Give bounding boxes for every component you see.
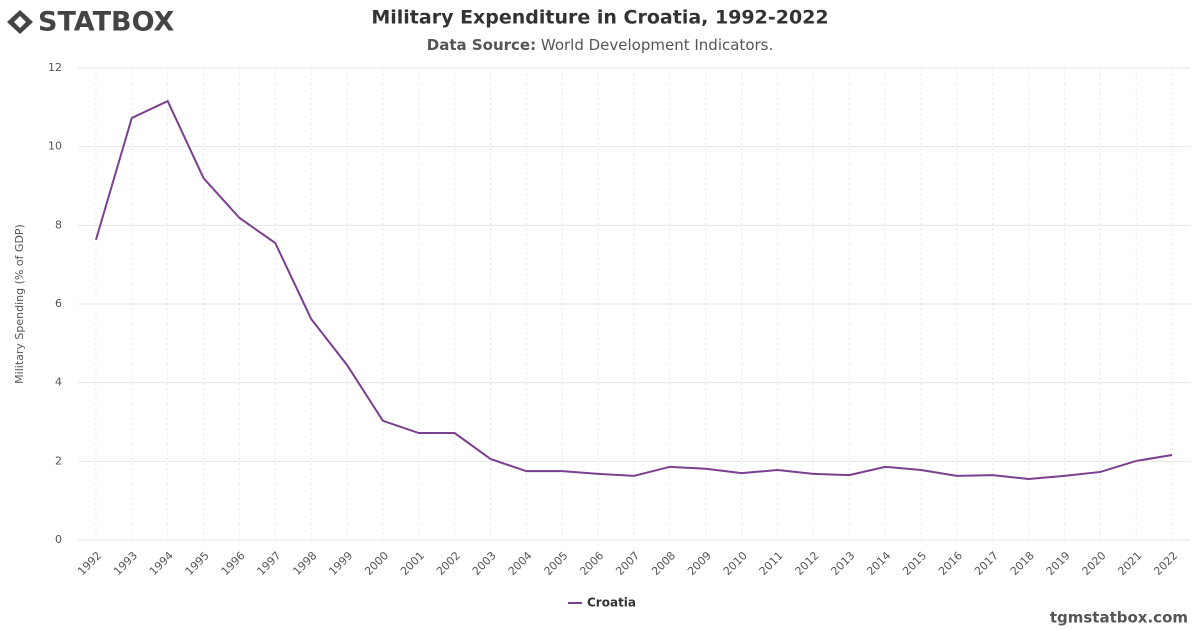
y-tick-label: 6 <box>55 297 62 310</box>
x-tick-label: 2013 <box>828 549 857 578</box>
x-tick-label: 2011 <box>757 549 786 578</box>
x-tick-label: 2010 <box>721 549 750 578</box>
chart-title: Military Expenditure in Croatia, 1992-20… <box>371 7 828 29</box>
x-tick-label: 2018 <box>1008 549 1037 578</box>
x-tick-label: 2004 <box>506 549 535 578</box>
x-tick-label: 1993 <box>111 549 140 578</box>
x-tick-label: 2019 <box>1044 549 1073 578</box>
x-tick-label: 2015 <box>900 549 929 578</box>
x-tick-label: 2012 <box>793 549 822 578</box>
chart-subtitle: Data Source: World Development Indicator… <box>427 36 774 54</box>
x-tick-label: 2014 <box>864 549 893 578</box>
x-tick-label: 2006 <box>577 549 606 578</box>
x-tick-label: 2020 <box>1080 549 1109 578</box>
x-tick-label: 2001 <box>398 549 427 578</box>
y-axis-label: Military Spending (% of GDP) <box>13 224 26 384</box>
subtitle-text: World Development Indicators. <box>541 36 773 54</box>
x-tick-label: 1998 <box>290 549 319 578</box>
x-tick-label: 1992 <box>75 549 104 578</box>
footer: tgmstatbox.com <box>1050 609 1188 627</box>
x-tick-label: 2022 <box>1151 549 1180 578</box>
line-series <box>94 99 1173 481</box>
x-tick-label: 1995 <box>183 549 212 578</box>
x-tick-label: 2007 <box>613 549 642 578</box>
logo: STATBOX <box>7 7 175 38</box>
x-tick-label: 2021 <box>1115 549 1144 578</box>
y-tick-label: 4 <box>55 376 62 389</box>
y-tick-label: 10 <box>48 140 62 153</box>
x-tick-label: 1999 <box>326 549 355 578</box>
x-tick-label: 2000 <box>362 549 391 578</box>
x-tick-label: 1996 <box>219 549 248 578</box>
x-tick-label: 2016 <box>936 549 965 578</box>
x-tick-label: 2003 <box>470 549 499 578</box>
x-tick-label: 2002 <box>434 549 463 578</box>
y-tick-label: 0 <box>55 533 62 546</box>
y-tick-label: 12 <box>48 61 62 74</box>
legend-label: Croatia <box>587 596 636 610</box>
x-tick-label: 2005 <box>542 549 571 578</box>
y-tick-label: 2 <box>55 454 62 467</box>
x-tick-label: 1994 <box>147 549 176 578</box>
x-tick-label: 1997 <box>255 549 284 578</box>
x-tick-label: 2017 <box>972 549 1001 578</box>
y-tick-label: 8 <box>55 218 62 231</box>
brand: STATBOX <box>38 7 175 38</box>
subtitle-label: Data Source: <box>427 36 536 54</box>
x-tick-label: 2009 <box>685 549 714 578</box>
x-tick-label: 2008 <box>649 549 678 578</box>
